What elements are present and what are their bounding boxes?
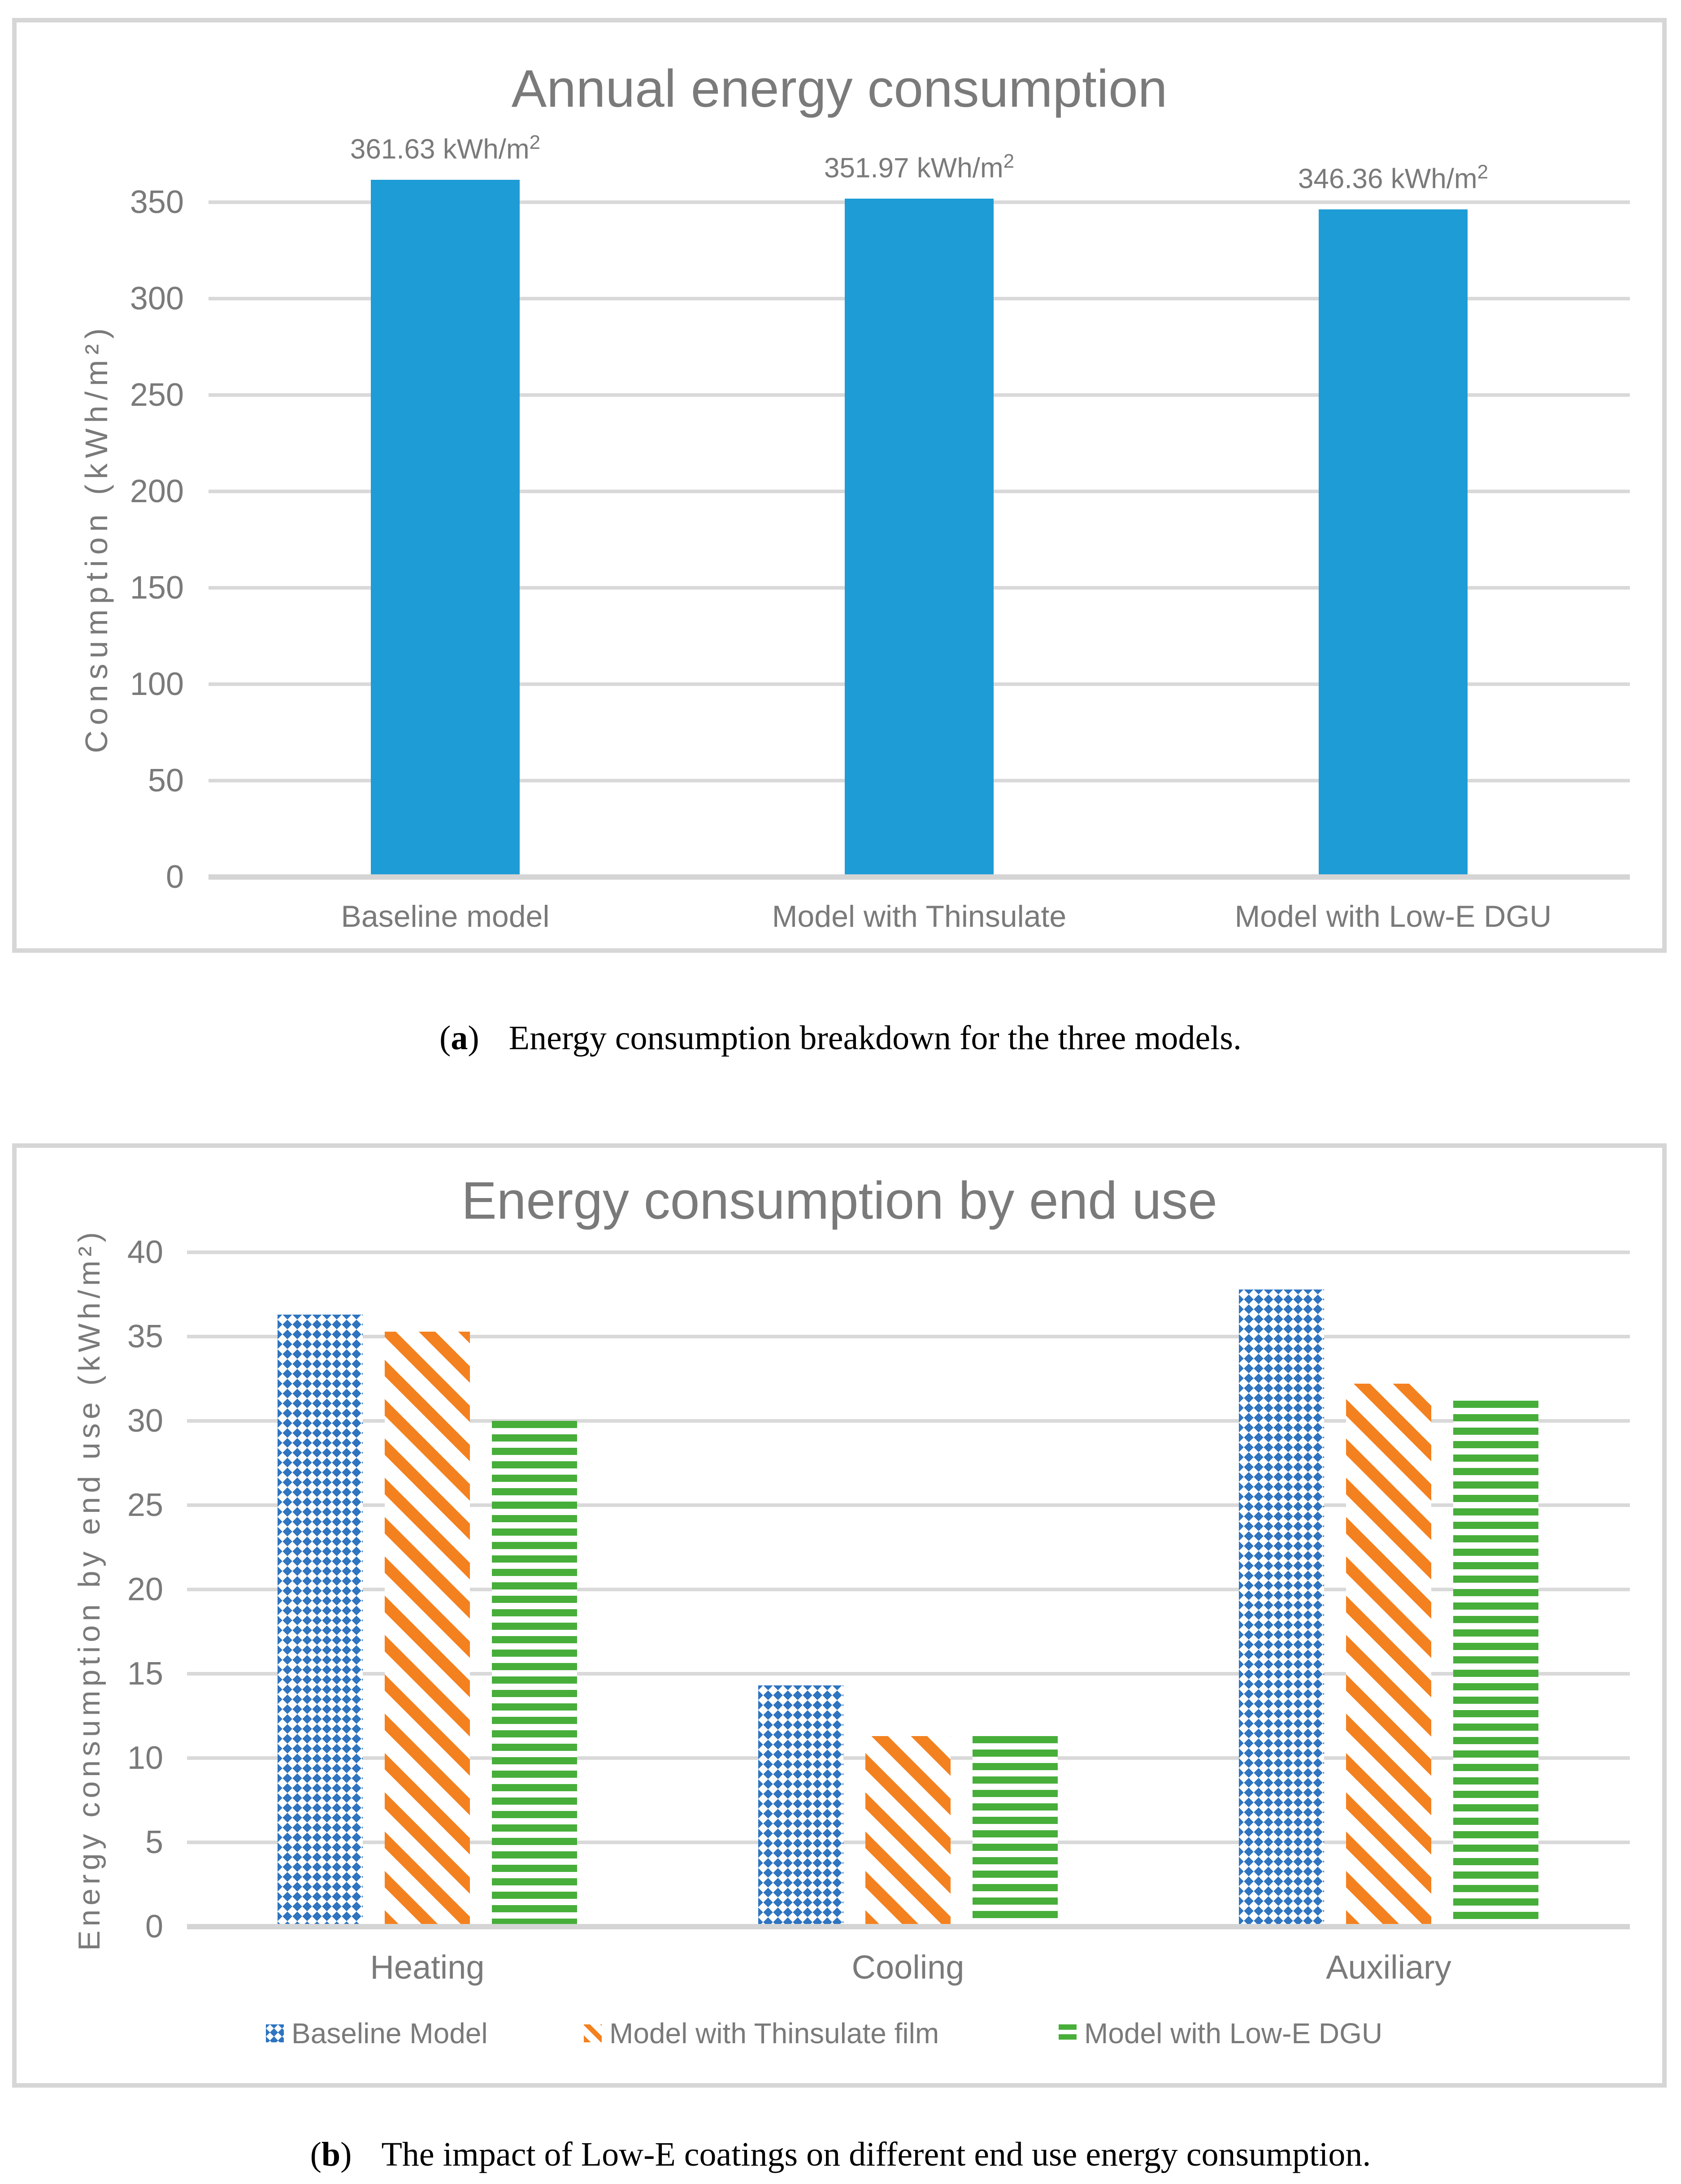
y-tick-label: 300 [130, 281, 184, 317]
y-tick-label: 50 [148, 763, 184, 799]
y-tick-label: 15 [127, 1656, 163, 1692]
caption-b: (b) The impact of Low-E coatings on diffe… [0, 2135, 1681, 2174]
chart-b-plot-area: 0 5 10 15 20 25 30 35 40 Heating Cooling Auxiliary [17, 1148, 1662, 2083]
bar-baseline-model-cooling [758, 1685, 843, 1927]
x-category-label: Model with Thinsulate [772, 899, 1067, 934]
y-tick-label: 150 [130, 570, 184, 606]
y-tick-label: 5 [145, 1824, 163, 1860]
y-tick-label: 10 [127, 1740, 163, 1776]
legend-swatch-low-e-pattern [1059, 2024, 1077, 2042]
bar-model-with-low-e-dgu-heating [492, 1421, 577, 1927]
legend-item-low-e-dgu: Model with Low-E DGU [1059, 2017, 1383, 2049]
y-tick-label: 20 [127, 1572, 163, 1607]
x-axis-line [208, 874, 1630, 880]
bar-series-model with thinsulate [845, 199, 994, 877]
gridline [187, 1503, 1630, 1507]
legend-swatch-thinsulate-pattern [584, 2024, 602, 2042]
bar-data-label: 361.63 kWh/m2 [350, 131, 541, 165]
bar-model-with-thinsulate-film-heating [385, 1332, 470, 1927]
x-category-label: Heating [370, 1949, 485, 1986]
x-axis-line [187, 1924, 1630, 1929]
caption-b-text: The impact of Low-E coatings on differen… [381, 2136, 1371, 2173]
bar-series-baseline model [371, 180, 520, 877]
y-tick-label: 0 [165, 859, 184, 895]
y-tick-label: 350 [130, 184, 184, 220]
caption-b-paren-open: ( [310, 2136, 321, 2173]
gridline [187, 1588, 1630, 1591]
y-tick-label: 40 [127, 1234, 163, 1270]
x-category-label: Model with Low-E DGU [1234, 899, 1552, 934]
bar-baseline-model-heating [278, 1315, 363, 1927]
caption-b-tag: b [321, 2136, 341, 2173]
legend-item-baseline-model: Baseline Model [266, 2017, 488, 2049]
legend-label-thinsulate-film: Model with Thinsulate film [609, 2017, 939, 2049]
y-tick-label: 35 [127, 1319, 163, 1355]
bar-model-with-thinsulate-film-auxiliary [1346, 1384, 1431, 1927]
y-tick-label: 0 [145, 1909, 163, 1945]
bar-series-model with low-e dgu [1319, 209, 1468, 877]
x-category-label: Baseline model [341, 899, 550, 934]
chart-a-frame: Annual energy consumption Consumption (k… [12, 18, 1667, 953]
x-category-label: Cooling [851, 1949, 964, 1986]
gridline [187, 1419, 1630, 1423]
bar-model-with-low-e-dgu-cooling [973, 1736, 1058, 1927]
y-tick-label: 25 [127, 1487, 163, 1523]
gridline [187, 1250, 1630, 1254]
caption-a-paren-close: ) [468, 1019, 479, 1057]
bar-model-with-thinsulate-film-cooling [865, 1736, 951, 1927]
caption-a: (a) Energy consumption breakdown for the … [0, 1019, 1681, 1058]
chart-b-title: Energy consumption by end use [461, 1171, 1217, 1230]
y-tick-label: 200 [130, 473, 184, 509]
bar-data-label: 351.97 kWh/m2 [824, 150, 1015, 184]
y-tick-label: 250 [130, 377, 184, 413]
gridline [187, 1672, 1630, 1676]
y-tick-label: 100 [130, 666, 184, 702]
chart-a-title: Annual energy consumption [511, 59, 1168, 118]
caption-a-paren-open: ( [439, 1019, 451, 1057]
legend-swatch-baseline-pattern [266, 2024, 284, 2042]
caption-a-tag: a [451, 1019, 468, 1057]
caption-a-text: Energy consumption breakdown for the thr… [508, 1019, 1242, 1057]
x-category-label: Auxiliary [1326, 1949, 1451, 1986]
legend-label-low-e-dgu: Model with Low-E DGU [1084, 2017, 1383, 2049]
caption-b-paren-close: ) [340, 2136, 352, 2173]
chart-b-frame: Energy consumption by end use Energy con… [12, 1143, 1667, 2088]
bar-baseline-model-auxiliary [1239, 1290, 1324, 1927]
bar-data-label: 346.36 kWh/m2 [1298, 161, 1489, 195]
gridline [187, 1335, 1630, 1338]
bar-model-with-low-e-dgu-auxiliary [1453, 1401, 1538, 1927]
legend-label-baseline-model: Baseline Model [291, 2017, 488, 2049]
chart-a-plot-area: 0 50 100 150 200 250 300 350 361.63 kWh/m2 351.97… [17, 22, 1662, 948]
legend-item-thinsulate-film: Model with Thinsulate film [584, 2017, 939, 2049]
y-tick-label: 30 [127, 1403, 163, 1439]
